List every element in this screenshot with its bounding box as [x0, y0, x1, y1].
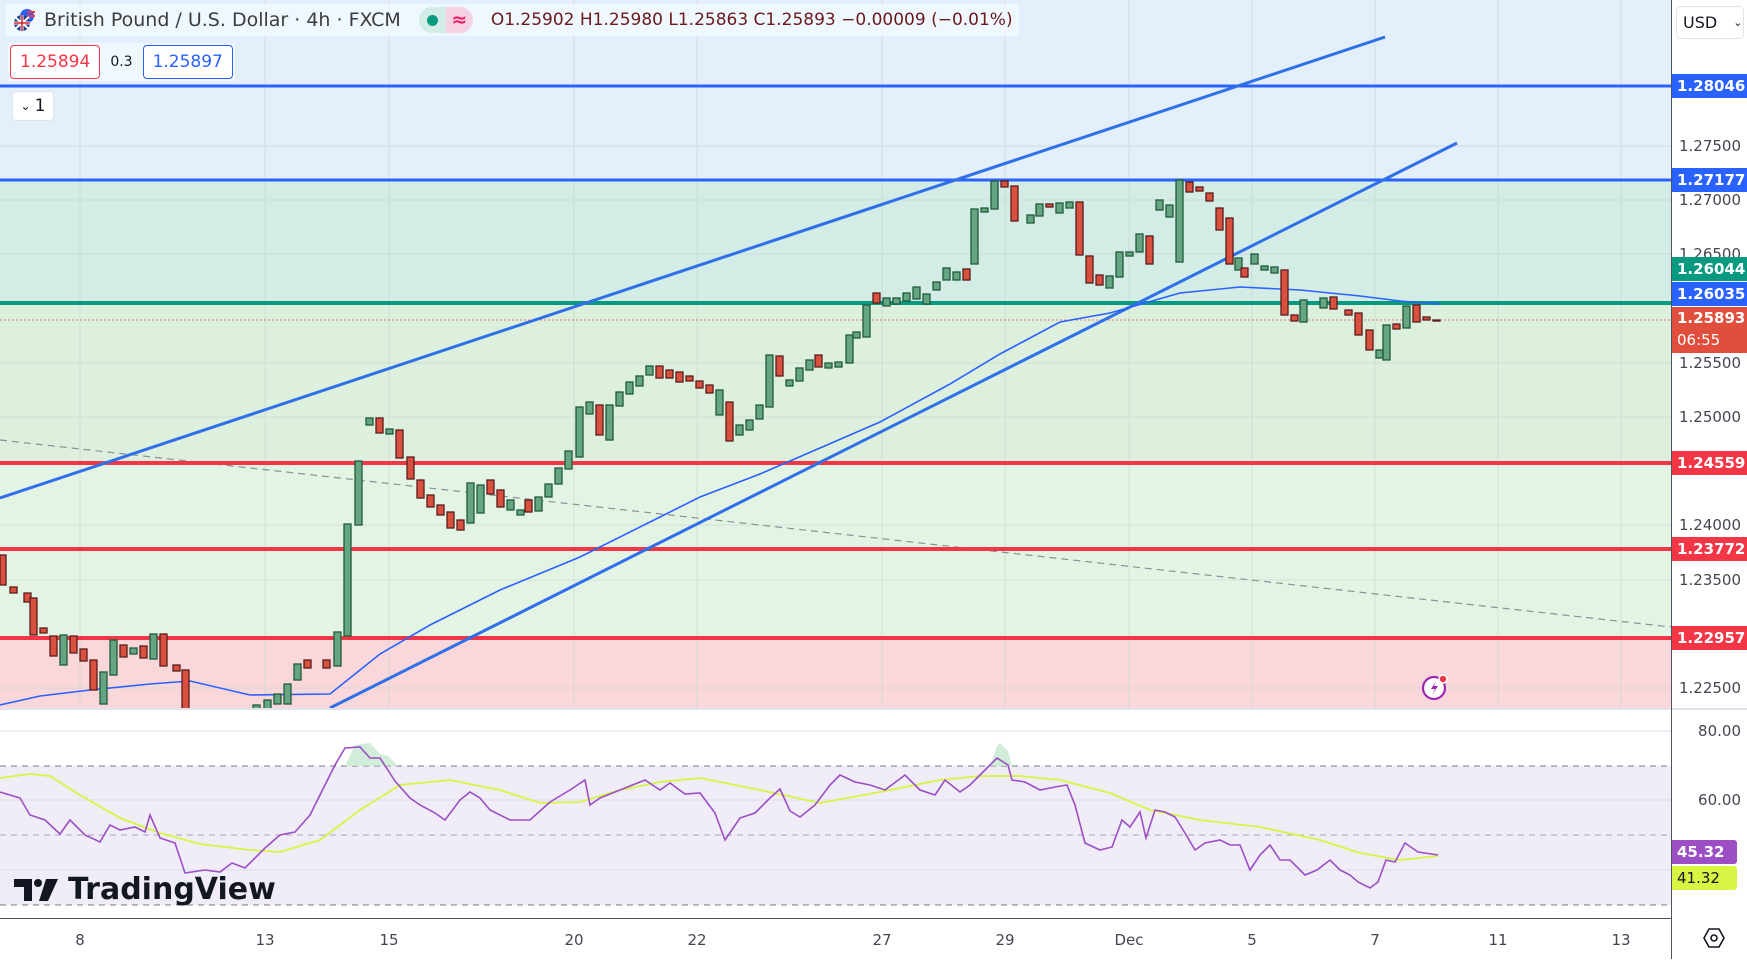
date-label: 13 [255, 931, 275, 949]
date-label: 20 [564, 931, 584, 949]
rsi-value-label: 45.32 [1672, 840, 1737, 864]
date-label: 8 [75, 931, 85, 949]
pane-separator[interactable] [0, 708, 1747, 710]
chevron-down-icon: ⌄ [20, 99, 31, 113]
bar-countdown: 06:55 [1677, 331, 1721, 349]
level-label-1-26035: 1.26035 [1672, 282, 1747, 306]
level-label-1-27177: 1.27177 [1672, 168, 1747, 192]
date-label: 29 [995, 931, 1015, 949]
chevron-down-icon: ⌄ [1733, 16, 1743, 29]
price-chart-canvas[interactable] [0, 0, 1671, 708]
date-label: 22 [687, 931, 707, 949]
tradingview-logo[interactable]: TradingView [14, 872, 276, 907]
price-tick: 1.25500 [1678, 354, 1741, 372]
rsi-tick: 80.00 [1698, 722, 1741, 740]
date-label: 15 [379, 931, 399, 949]
price-tick: 1.27500 [1678, 137, 1741, 155]
rsi-pane[interactable] [0, 710, 1671, 918]
flash-notification-icon[interactable] [1420, 672, 1450, 702]
currency-value: USD [1683, 13, 1718, 32]
bid-ask-panel: 1.25894 0.3 1.25897 [8, 43, 235, 81]
currency-selector[interactable]: USD ⌄ [1676, 6, 1744, 39]
symbol-legend[interactable]: British Pound / U.S. Dollar · 4h · FXCM … [6, 4, 1019, 36]
market-status[interactable]: ≈ [418, 7, 473, 33]
chart-settings-button[interactable] [1700, 924, 1728, 952]
settings-hexagon-icon [1703, 928, 1725, 948]
gbp-usd-flag-icon [12, 7, 38, 33]
buy-price-button[interactable]: 1.25897 [142, 45, 233, 79]
last-price-value: 1.25893 [1677, 309, 1746, 327]
indicators-collapse-button[interactable]: ⌄ 1 [12, 91, 54, 121]
level-label-1-28046: 1.28046 [1672, 74, 1747, 98]
indicator-count: 1 [34, 96, 46, 116]
date-label: 7 [1370, 931, 1380, 949]
date-label: 13 [1611, 931, 1631, 949]
rsi-canvas[interactable] [0, 710, 1671, 918]
ma-value-label: 1.26044 [1672, 257, 1747, 281]
date-label: Dec [1114, 931, 1144, 949]
rsi-tick: 60.00 [1698, 791, 1741, 809]
price-tick: 1.23500 [1678, 571, 1741, 589]
rsi-axis[interactable]: 80.00 60.00 45.32 41.32 [1672, 710, 1747, 918]
date-label: 11 [1488, 931, 1508, 949]
level-label-1-23772: 1.23772 [1672, 537, 1747, 561]
spread-value: 0.3 [110, 54, 133, 70]
price-tick: 1.24000 [1678, 516, 1741, 534]
price-axis[interactable]: 1.27500 1.27000 1.26500 1.25500 1.25000 … [1672, 0, 1747, 708]
date-label: 27 [872, 931, 892, 949]
last-price-label: 1.25893 06:55 [1672, 307, 1747, 353]
time-axis[interactable]: 8 13 15 20 22 27 29 Dec 5 7 11 13 [0, 918, 1671, 960]
market-open-dot-icon [418, 7, 446, 33]
symbol-title[interactable]: British Pound / U.S. Dollar · 4h · FXCM [44, 9, 401, 31]
approx-icon: ≈ [445, 7, 473, 33]
level-label-1-22957: 1.22957 [1672, 626, 1747, 650]
sell-price-button[interactable]: 1.25894 [10, 45, 101, 79]
date-label: 5 [1247, 931, 1257, 949]
tradingview-wordmark: TradingView [68, 872, 276, 907]
tradingview-logo-icon [14, 878, 58, 901]
ohlc-values: O1.25902 H1.25980 L1.25863 C1.25893 −0.0… [490, 10, 1013, 30]
axis-border [1671, 0, 1672, 959]
price-tick: 1.25000 [1678, 408, 1741, 426]
price-tick: 1.27000 [1678, 191, 1741, 209]
rsi-ma-value-label: 41.32 [1672, 866, 1737, 890]
level-label-1-24559: 1.24559 [1672, 451, 1747, 475]
price-chart-pane[interactable] [0, 0, 1671, 708]
price-tick: 1.22500 [1678, 679, 1741, 697]
